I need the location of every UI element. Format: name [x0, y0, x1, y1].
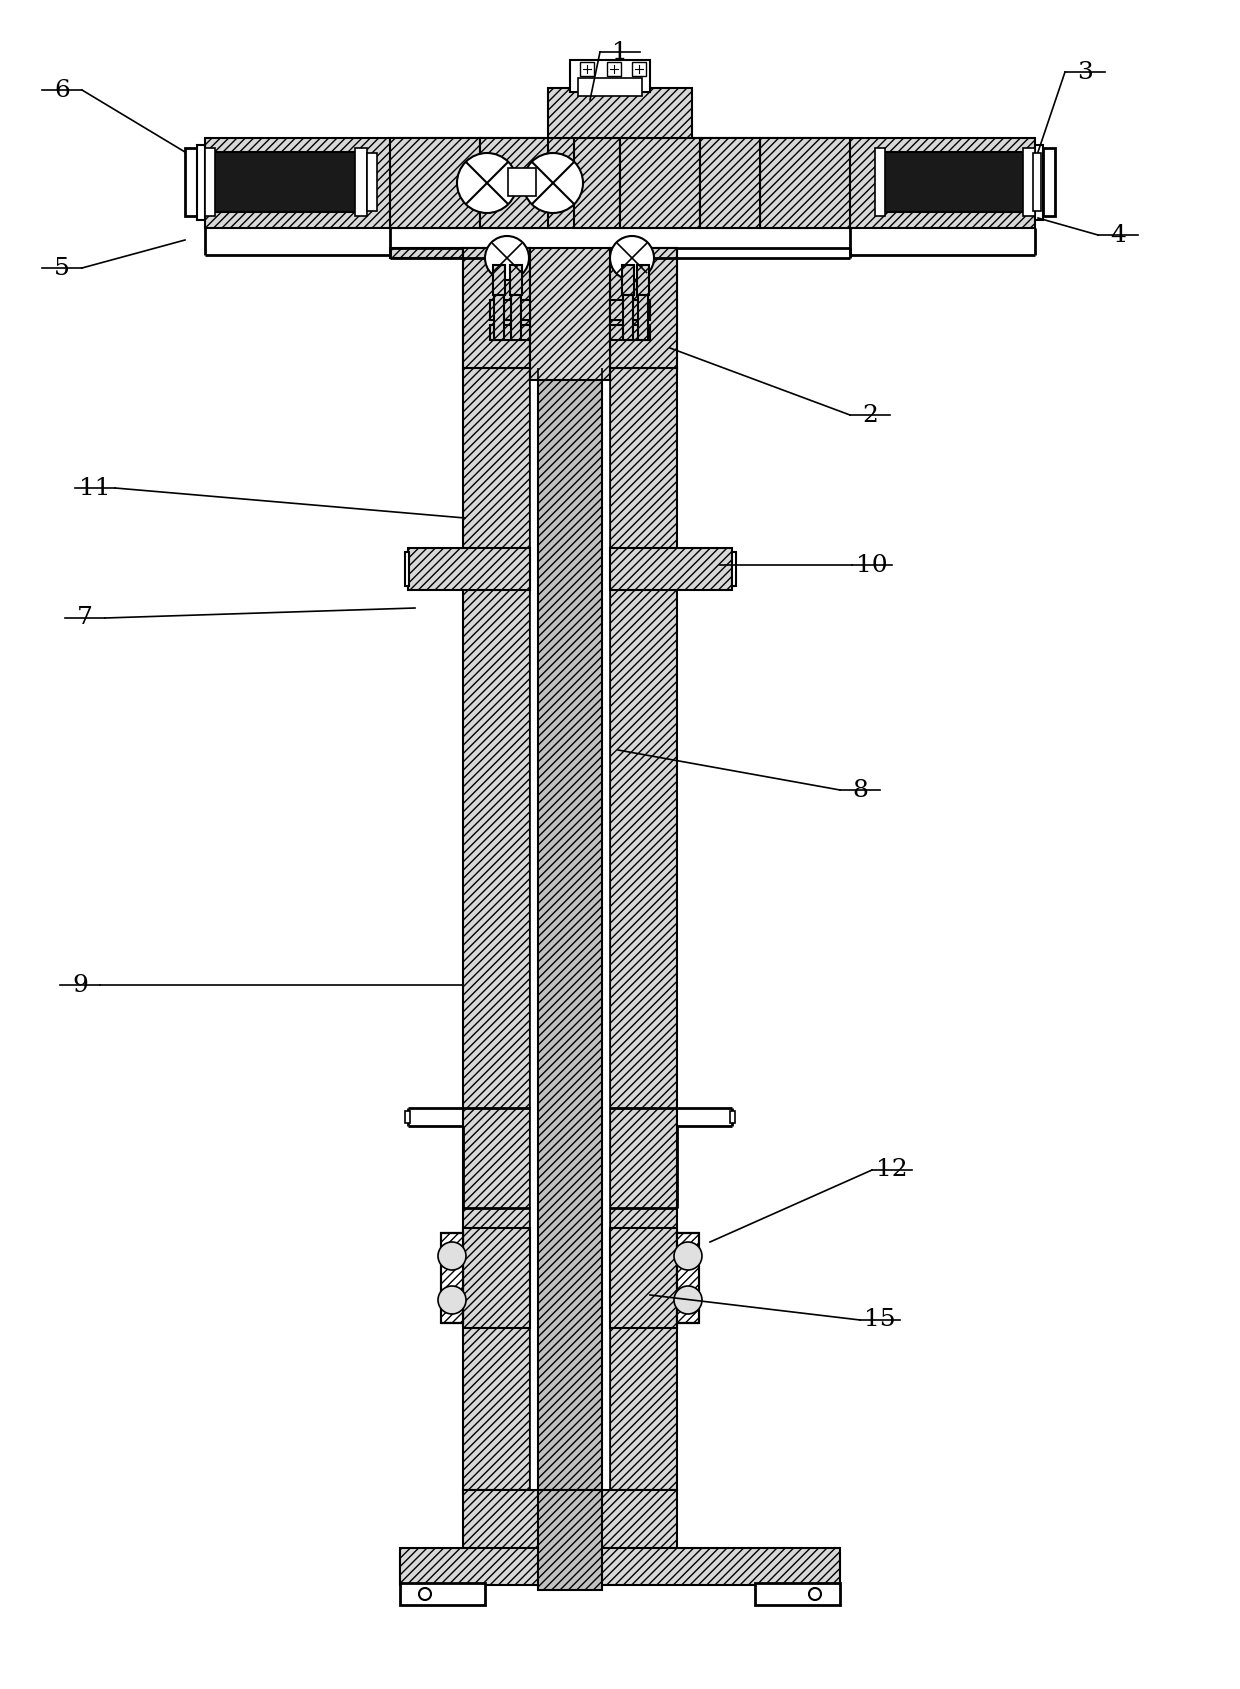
Polygon shape [494, 265, 505, 296]
Bar [1023, 149, 1035, 216]
Polygon shape [639, 296, 649, 339]
Bar [1033, 154, 1042, 211]
Polygon shape [408, 547, 529, 589]
Circle shape [523, 154, 583, 213]
Bar [213, 152, 358, 213]
Circle shape [610, 236, 653, 280]
Polygon shape [637, 265, 649, 296]
Polygon shape [529, 248, 610, 380]
Bar [580, 62, 594, 76]
Circle shape [438, 1285, 466, 1314]
Polygon shape [548, 88, 692, 138]
Bar [405, 1111, 410, 1123]
Circle shape [458, 154, 517, 213]
Polygon shape [610, 547, 732, 589]
Bar [205, 149, 215, 216]
Polygon shape [480, 138, 548, 228]
Bar [755, 1583, 839, 1605]
Polygon shape [701, 138, 760, 228]
Polygon shape [610, 1228, 677, 1328]
Polygon shape [401, 1549, 839, 1584]
Text: 5: 5 [55, 257, 69, 279]
Circle shape [419, 1588, 432, 1599]
Bar [185, 149, 197, 216]
Polygon shape [463, 368, 529, 1490]
Polygon shape [610, 248, 677, 370]
Text: 7: 7 [77, 606, 93, 630]
Circle shape [675, 1241, 702, 1270]
Circle shape [675, 1285, 702, 1314]
Bar [441, 1233, 463, 1322]
Polygon shape [391, 248, 463, 258]
Polygon shape [538, 1490, 601, 1589]
Polygon shape [610, 301, 650, 319]
Bar [508, 167, 536, 196]
Text: 12: 12 [877, 1159, 908, 1182]
Bar [730, 1111, 735, 1123]
Polygon shape [511, 296, 521, 339]
Text: 1: 1 [613, 41, 627, 64]
Text: 15: 15 [864, 1309, 895, 1331]
Text: 10: 10 [856, 554, 888, 576]
Text: 11: 11 [79, 476, 110, 500]
Bar [578, 78, 642, 96]
Bar [197, 145, 205, 220]
Bar [632, 62, 646, 76]
Polygon shape [463, 1228, 529, 1328]
Polygon shape [463, 248, 529, 370]
Text: 8: 8 [852, 779, 868, 802]
Bar [570, 61, 650, 91]
Text: 6: 6 [55, 78, 69, 101]
Bar [732, 552, 737, 586]
Circle shape [438, 1241, 466, 1270]
Polygon shape [463, 1490, 677, 1551]
Bar [677, 1233, 699, 1322]
Bar [1035, 145, 1043, 220]
Bar [405, 552, 409, 586]
Bar [601, 368, 610, 1490]
Polygon shape [622, 265, 634, 296]
Text: 2: 2 [862, 404, 878, 427]
Bar [529, 368, 538, 1490]
Polygon shape [610, 248, 677, 368]
Polygon shape [391, 138, 480, 228]
Text: 3: 3 [1078, 61, 1092, 83]
Bar [608, 62, 621, 76]
Text: 4: 4 [1110, 223, 1126, 247]
Polygon shape [760, 138, 849, 228]
Bar [441, 1233, 463, 1322]
Polygon shape [610, 324, 650, 339]
Bar [367, 154, 377, 211]
Bar [677, 1233, 699, 1322]
Polygon shape [538, 368, 601, 1490]
Polygon shape [494, 296, 503, 339]
Polygon shape [622, 296, 632, 339]
Polygon shape [510, 265, 522, 296]
Polygon shape [610, 368, 677, 1490]
Bar [1043, 149, 1055, 216]
Polygon shape [463, 248, 529, 368]
Polygon shape [205, 138, 1035, 228]
Polygon shape [574, 138, 620, 228]
Polygon shape [490, 324, 529, 339]
Polygon shape [620, 138, 701, 228]
Circle shape [485, 236, 529, 280]
Circle shape [808, 1588, 821, 1599]
Text: 9: 9 [72, 973, 88, 997]
Bar [882, 152, 1027, 213]
Bar [401, 1583, 485, 1605]
Bar [875, 149, 885, 216]
Polygon shape [490, 301, 529, 319]
Bar [355, 149, 367, 216]
